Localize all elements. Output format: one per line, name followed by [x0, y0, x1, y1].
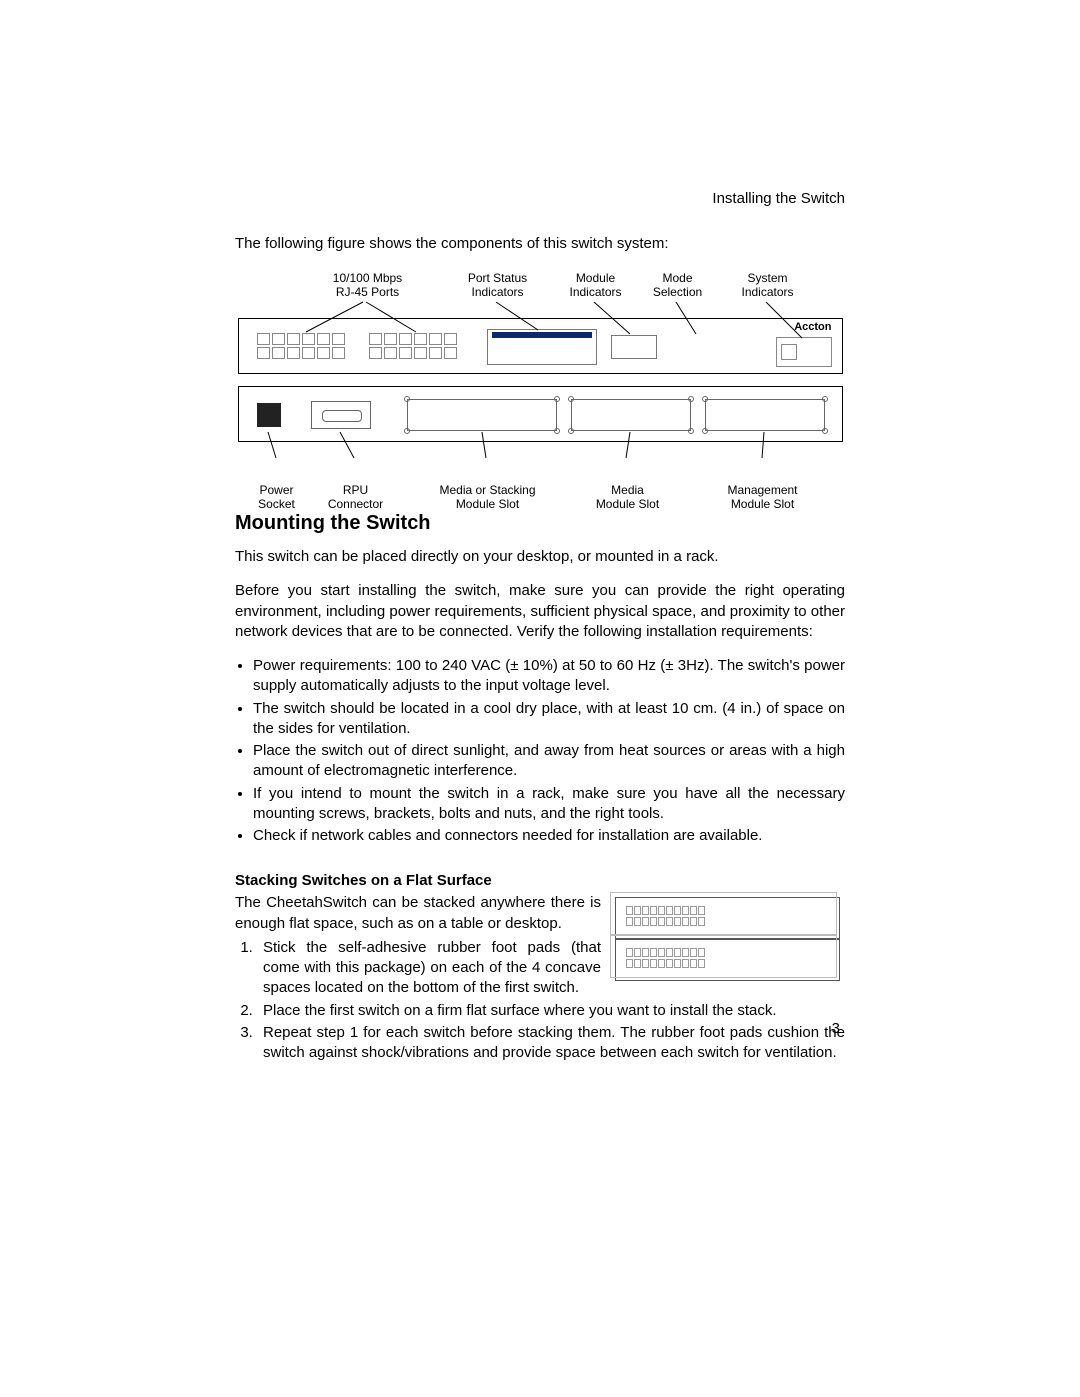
mounting-p2: Before you start installing the switch, …	[235, 581, 845, 642]
requirement-item: Place the switch out of direct sunlight,…	[253, 741, 845, 782]
label-rj45: 10/100 MbpsRJ-45 Ports	[308, 272, 428, 300]
requirement-item: Check if network cables and connectors n…	[253, 826, 845, 846]
stacked-switches-illustration	[615, 897, 845, 981]
label-rpu: RPUConnector	[316, 484, 396, 512]
requirements-list: Power requirements: 100 to 240 VAC (± 10…	[253, 656, 845, 846]
label-slot-b: MediaModule Slot	[578, 484, 678, 512]
ports-group-left	[257, 333, 357, 361]
requirement-item: If you intend to mount the switch in a r…	[253, 784, 845, 825]
media-stacking-slot	[407, 399, 557, 431]
requirement-item: Power requirements: 100 to 240 VAC (± 10…	[253, 656, 845, 697]
label-mode-selection: ModeSelection	[638, 272, 718, 300]
label-port-status: Port StatusIndicators	[453, 272, 543, 300]
requirement-item: The switch should be located in a cool d…	[253, 699, 845, 740]
page-number: 3	[832, 1020, 840, 1037]
system-indicators	[776, 337, 832, 367]
management-slot	[705, 399, 825, 431]
mounting-p1: This switch can be placed directly on yo…	[235, 547, 845, 567]
stacking-step: Place the first switch on a firm flat su…	[257, 1001, 845, 1021]
power-socket	[257, 403, 281, 427]
label-system-indicators: SystemIndicators	[728, 272, 808, 300]
module-indicators	[611, 335, 657, 359]
stacking-section: Stacking Switches on a Flat Surface The …	[235, 864, 845, 1075]
heading-stacking: Stacking Switches on a Flat Surface	[235, 872, 845, 889]
switch-front-panel: Accton	[238, 318, 843, 374]
callout-lines	[238, 272, 843, 484]
heading-mounting: Mounting the Switch	[235, 512, 845, 535]
media-slot	[571, 399, 691, 431]
port-status-indicators	[487, 329, 597, 365]
brand-accton: Accton	[794, 321, 831, 333]
mode-selection	[671, 335, 725, 359]
label-slot-c: ManagementModule Slot	[708, 484, 818, 512]
switch-diagram: 10/100 MbpsRJ-45 Ports Port StatusIndica…	[238, 272, 843, 484]
label-power-socket: PowerSocket	[242, 484, 312, 512]
switch-back-panel	[238, 386, 843, 442]
running-header: Installing the Switch	[235, 190, 845, 207]
intro-paragraph: The following figure shows the component…	[235, 235, 845, 252]
ports-group-right	[369, 333, 469, 361]
label-slot-a: Media or StackingModule Slot	[418, 484, 558, 512]
rpu-connector	[311, 401, 371, 429]
stacking-step: Repeat step 1 for each switch before sta…	[257, 1023, 845, 1064]
label-module-indicators: ModuleIndicators	[556, 272, 636, 300]
